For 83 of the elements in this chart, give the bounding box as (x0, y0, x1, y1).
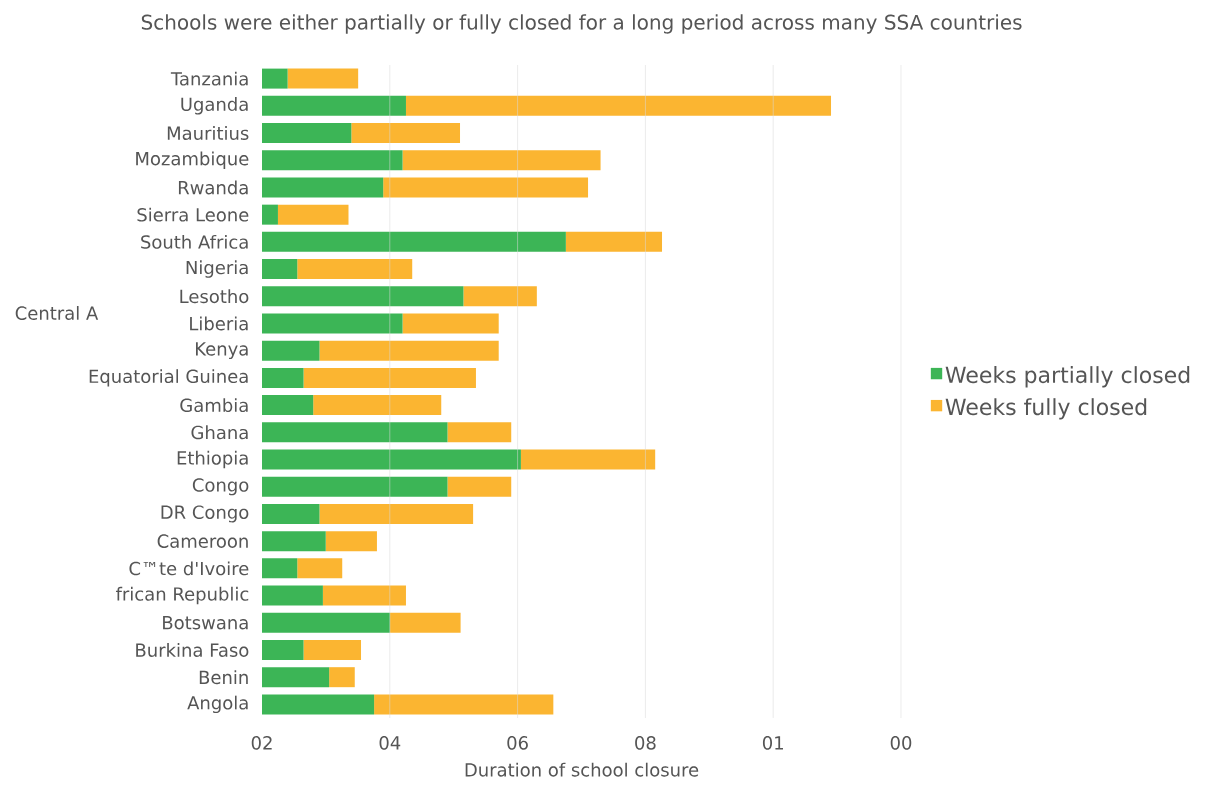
text: Central A (15, 306, 99, 320)
y-tick-label: Liberia (190, 316, 248, 331)
bar (262, 68, 288, 89)
bar (405, 95, 832, 116)
bar (303, 367, 476, 388)
bar (262, 449, 521, 470)
chart-title: Schools were either partially or fully closed for a long period across many SSA countries (141, 14, 1022, 34)
legend-label: Weeks partially closed (945, 366, 1190, 388)
y-tick-label: Uganda (181, 97, 248, 115)
bar (262, 95, 406, 116)
bar (287, 68, 359, 89)
text: 04 (379, 736, 401, 750)
bar (447, 476, 512, 497)
bar (325, 531, 377, 552)
y-tick-label: Mozambique (136, 151, 249, 169)
x-axis-title: Duration of school closure (465, 762, 699, 777)
bar (463, 286, 537, 307)
y-tick-label: DR Congo (161, 505, 249, 523)
bar (390, 612, 461, 633)
y-tick-label: Gambia (180, 398, 248, 413)
bar (520, 449, 656, 470)
legend-label: Weeks fully closed (945, 398, 1147, 420)
y-tick-label: Angola (187, 695, 248, 714)
bar (262, 177, 384, 198)
y-tick-label: Congo (192, 478, 249, 496)
bar (262, 395, 314, 416)
bar (262, 667, 330, 688)
bar (402, 313, 499, 334)
text: 00 (890, 736, 912, 750)
text: 08 (635, 736, 656, 750)
bar (297, 558, 343, 579)
text: 02 (251, 736, 272, 750)
y-tick-label: frican Republic (115, 586, 249, 605)
y-tick-label: Tanzania (170, 71, 248, 86)
bar (319, 503, 474, 524)
y-tick-label: Ghana (191, 425, 248, 440)
y-tick-label: Burkina Faso (136, 643, 249, 657)
y-tick-label: Botswana (163, 616, 248, 630)
y-tick-label: Cameroon (157, 534, 248, 548)
bar (262, 231, 566, 252)
bar (262, 150, 403, 171)
bar (565, 231, 663, 252)
bar (262, 639, 304, 660)
text: 01 (762, 736, 783, 750)
bar (319, 340, 499, 361)
y-tick-label: Lesotho (180, 289, 249, 304)
bar (322, 585, 406, 606)
bar (351, 123, 461, 144)
bar (262, 531, 326, 552)
bar (313, 395, 442, 416)
bar (329, 667, 355, 688)
y-tick-label: Kenya (196, 342, 248, 360)
y-tick-label: Ethiopia (177, 450, 248, 469)
y-tick-label: Sierra Leone (137, 207, 249, 222)
y-tick-label: Equatorial Guinea (89, 369, 248, 387)
y-tick-label: Benin (199, 670, 248, 685)
bar (374, 694, 554, 715)
bar (262, 367, 304, 388)
bar (262, 612, 391, 633)
bar (262, 476, 448, 497)
bar (262, 204, 278, 225)
bar (262, 422, 448, 443)
y-tick-label: South Africa (141, 234, 248, 249)
y-tick-label: C™te d'Ivoire (129, 561, 249, 576)
bar (262, 340, 320, 361)
bar (383, 177, 589, 198)
bar (277, 204, 349, 225)
y-tick-label: Nigeria (186, 260, 248, 278)
bar (262, 585, 323, 606)
bar (297, 259, 413, 280)
bar (262, 503, 320, 524)
bar (402, 150, 601, 171)
bar (303, 639, 362, 660)
bar (262, 259, 298, 280)
text: 06 (507, 736, 528, 750)
y-tick-label: Rwanda (178, 180, 248, 195)
bar (262, 313, 403, 334)
bar (262, 694, 375, 715)
bar (262, 123, 352, 144)
bar (447, 422, 512, 443)
bar (262, 286, 464, 307)
bar (262, 558, 298, 579)
y-tick-label: Mauritius (167, 126, 249, 140)
